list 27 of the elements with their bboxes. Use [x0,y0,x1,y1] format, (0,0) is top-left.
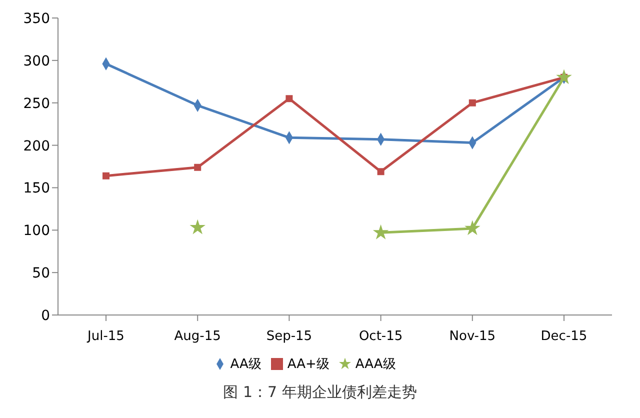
point [102,172,110,180]
y-tick-label: 0 [41,308,50,324]
y-tick-label: 350 [23,10,50,27]
point [190,220,204,234]
caption: 图 1：7 年期企业债利差走势 [222,383,418,402]
x-tick-label: Dec-15 [540,329,588,344]
point [557,70,571,84]
y-tick-label: 100 [23,223,50,240]
legend-label: AA+级 [287,357,330,372]
x-tick-label: Nov-15 [449,329,496,344]
x-tick-label: Sep-15 [266,329,312,344]
legend-label: AAA级 [355,357,396,372]
point [194,164,202,171]
point [466,221,480,234]
y-tick-label: 300 [23,53,50,70]
y-tick-label: 250 [23,96,50,112]
x-tick-label: Oct-15 [358,329,403,344]
y-tick-label: 200 [23,138,50,154]
point [286,95,293,102]
x-tick-label: Aug-15 [174,329,221,344]
x-tick-label: Jul-15 [86,329,124,344]
point [374,226,388,239]
y-tick-label: 50 [32,266,50,282]
legend-label: AA级 [230,357,262,372]
y-tick-label: 150 [23,180,50,197]
point [377,168,384,176]
point [468,99,476,106]
